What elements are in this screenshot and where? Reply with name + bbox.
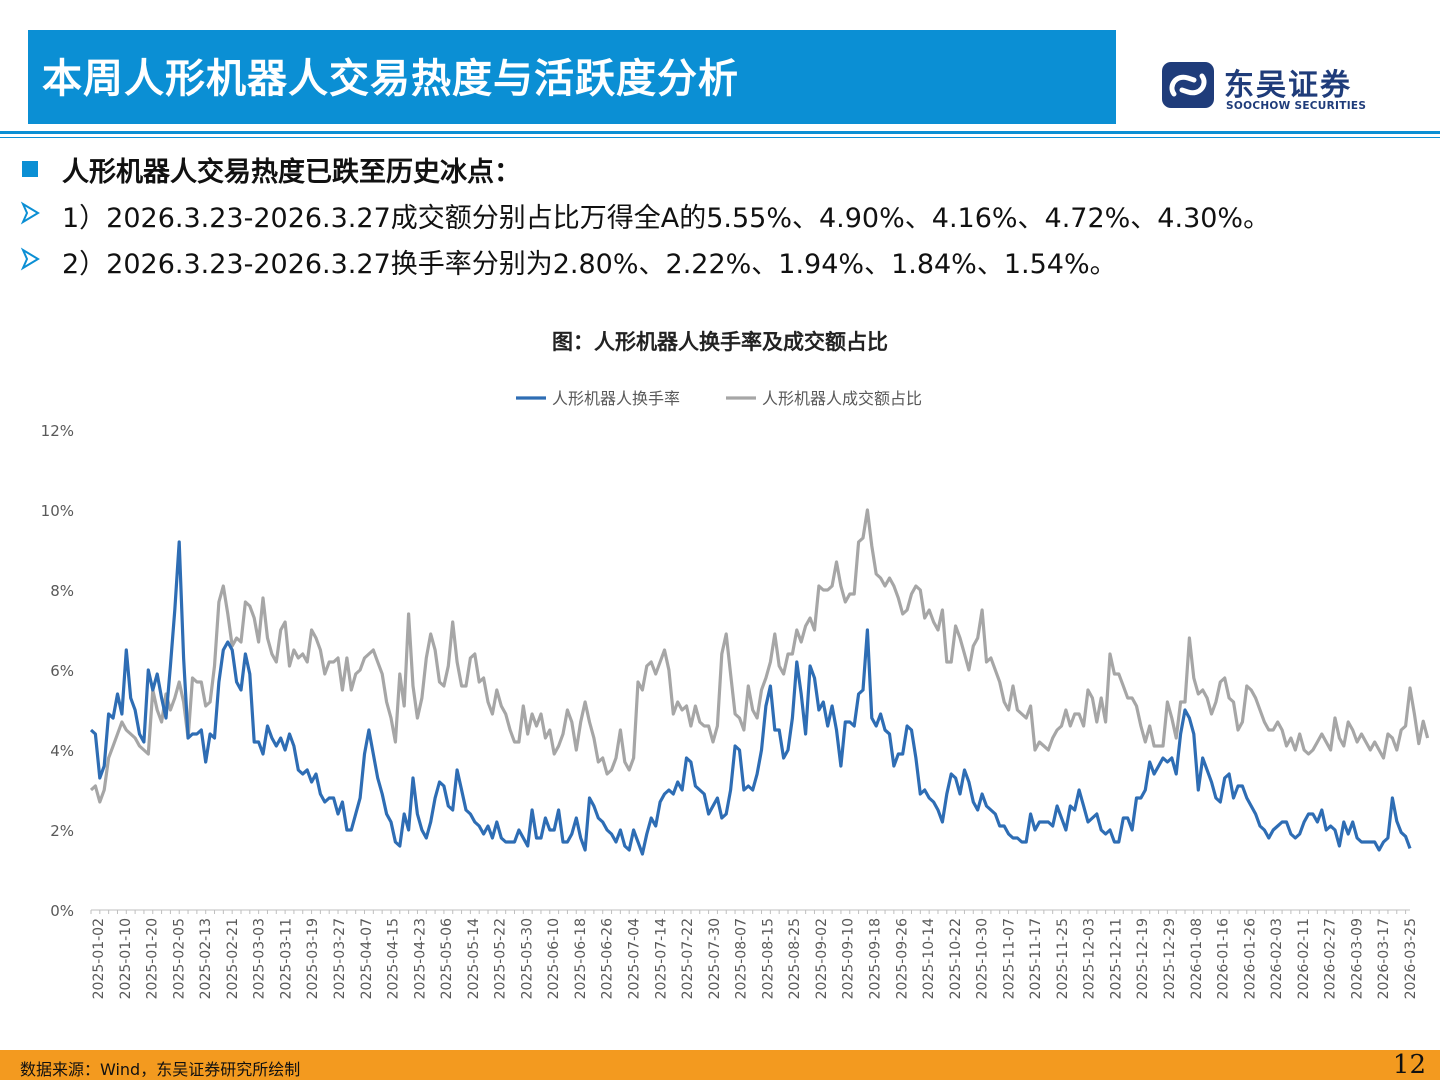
x-tick-label: 2025-07-30: [707, 918, 723, 999]
x-tick-label: 2025-12-03: [1082, 918, 1098, 999]
x-tick-label: 2025-05-14: [466, 918, 482, 999]
x-tick-label: 2025-11-07: [1001, 918, 1017, 999]
x-tick-label: 2025-04-07: [359, 918, 375, 999]
x-tick-label: 2026-03-17: [1376, 918, 1392, 999]
x-tick-label: 2025-02-13: [198, 918, 214, 999]
x-tick-label: 2025-09-18: [867, 918, 883, 999]
x-tick-label: 2025-04-15: [386, 918, 402, 999]
series-line-amount-share: [89, 508, 1430, 804]
x-tick-label: 2025-11-25: [1055, 918, 1071, 999]
bullet-text: 2）2026.3.23-2026.3.27换手率分别为2.80%、2.22%、1…: [62, 249, 1117, 280]
chart-title: 图：人形机器人换手率及成交额占比: [552, 330, 888, 354]
logo-chinese-text: 东吴证券: [1224, 68, 1352, 103]
x-tick-label: 2025-07-14: [653, 918, 669, 999]
x-tick-label: 2025-05-30: [519, 918, 535, 999]
x-tick-label: 2026-03-25: [1403, 918, 1419, 999]
x-tick-label: 2025-06-26: [600, 918, 616, 999]
source-note: 数据来源：Wind，东吴证券研究所绘制: [20, 1060, 301, 1079]
company-logo: 东吴证券 SOOCHOW SECURITIES: [1160, 60, 1380, 116]
x-tick-label: 2026-01-08: [1189, 918, 1205, 999]
soochow-logo-icon: [1162, 62, 1214, 108]
summary-bullets: 人形机器人交易热度已跌至历史冰点： 1）2026.3.23-2026.3.27成…: [20, 148, 1430, 286]
arrow-bullet-icon: [20, 201, 40, 225]
header-divider: [0, 131, 1440, 134]
turnover-chart: 0% 2% 4% 6% 8% 10% 12% 2025-01-02 2025-01-10 2025…: [41, 389, 1430, 999]
x-tick-label: 2026-02-03: [1269, 918, 1285, 999]
x-tick-label: 2025-03-27: [332, 918, 348, 999]
x-tick-label: 2025-05-22: [493, 918, 509, 999]
x-tick-label: 2025-02-05: [171, 918, 187, 999]
x-tick-label: 2025-08-15: [760, 918, 776, 999]
y-tick-label: 10%: [41, 502, 74, 520]
x-tick-label: 2025-01-10: [118, 918, 134, 999]
bullet-text: 1）2026.3.23-2026.3.27成交额分别占比万得全A的5.55%、4…: [62, 203, 1271, 234]
page-title: 本周人形机器人交易热度与活跃度分析: [42, 56, 739, 102]
x-tick-label: 2025-01-02: [91, 918, 107, 999]
y-tick-label: 2%: [50, 822, 74, 840]
series-line-turnover: [89, 540, 1412, 856]
page-number: 12: [1392, 1050, 1426, 1080]
x-tick-label: 2025-10-30: [975, 918, 991, 999]
x-tick-label: 2025-09-10: [841, 918, 857, 999]
x-tick-label: 2025-03-19: [305, 918, 321, 999]
x-tick-label: 2025-11-17: [1028, 918, 1044, 999]
x-tick-label: 2025-12-19: [1135, 918, 1151, 999]
x-tick-label: 2025-10-22: [948, 918, 964, 999]
x-tick-label: 2025-08-07: [734, 918, 750, 999]
square-bullet-icon: [22, 161, 38, 177]
x-tick-label: 2025-10-14: [921, 918, 937, 999]
logo-english-text: SOOCHOW SECURITIES: [1226, 100, 1367, 112]
x-tick-label: 2025-12-11: [1108, 918, 1124, 999]
x-tick-label: 2025-04-23: [412, 918, 428, 999]
y-tick-label: 6%: [50, 662, 74, 680]
x-tick-label: 2025-12-29: [1162, 918, 1178, 999]
x-tick-label: 2026-01-16: [1216, 918, 1232, 999]
x-tick-label: 2025-07-04: [627, 918, 643, 999]
header-divider-thin: [0, 137, 1440, 138]
title-bar: 本周人形机器人交易热度与活跃度分析: [28, 30, 1116, 124]
x-tick-label: 2025-02-21: [225, 918, 241, 999]
bullet-item-1: 1）2026.3.23-2026.3.27成交额分别占比万得全A的5.55%、4…: [20, 194, 1430, 240]
x-tick-label: 2025-03-03: [252, 918, 268, 999]
y-tick-label: 8%: [50, 582, 74, 600]
y-tick-label: 4%: [50, 742, 74, 760]
x-tick-label: 2025-01-20: [145, 918, 161, 999]
x-tick-label: 2025-08-25: [787, 918, 803, 999]
x-tick-label: 2025-06-10: [546, 918, 562, 999]
bullet-heading-row: 人形机器人交易热度已跌至历史冰点：: [20, 148, 1430, 194]
x-tick-label: 2026-01-26: [1242, 918, 1258, 999]
x-tick-label: 2025-05-06: [439, 918, 455, 999]
x-tick-label: 2025-07-22: [680, 918, 696, 999]
y-tick-label: 0%: [50, 902, 74, 920]
bullet-item-2: 2）2026.3.23-2026.3.27换手率分别为2.80%、2.22%、1…: [20, 240, 1430, 286]
x-tick-label: 2026-02-11: [1296, 918, 1312, 999]
legend-label: 人形机器人成交额占比: [762, 389, 922, 408]
x-tick-label: 2025-09-02: [814, 918, 830, 999]
x-tick-label: 2026-02-27: [1323, 918, 1339, 999]
x-tick-label: 2025-09-26: [894, 918, 910, 999]
x-tick-label: 2025-03-11: [278, 918, 294, 999]
x-tick-label: 2025-06-18: [573, 918, 589, 999]
legend-label: 人形机器人换手率: [552, 389, 680, 408]
arrow-bullet-icon: [20, 247, 40, 271]
footer-bar: 数据来源：Wind，东吴证券研究所绘制 12: [0, 1050, 1440, 1080]
y-tick-label: 12%: [41, 422, 74, 440]
bullet-heading: 人形机器人交易热度已跌至历史冰点：: [62, 157, 521, 188]
x-tick-label: 2026-03-09: [1349, 918, 1365, 999]
